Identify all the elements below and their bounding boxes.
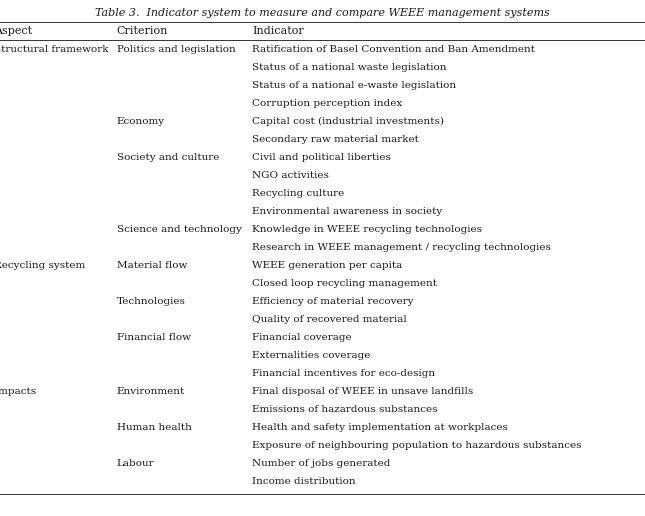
Text: Health and safety implementation at workplaces: Health and safety implementation at work… xyxy=(252,424,508,432)
Text: Criterion: Criterion xyxy=(117,26,168,36)
Text: Environmental awareness in society: Environmental awareness in society xyxy=(252,207,442,216)
Text: Externalities coverage: Externalities coverage xyxy=(252,351,371,360)
Text: Number of jobs generated: Number of jobs generated xyxy=(252,459,391,469)
Text: Indicator: Indicator xyxy=(252,26,304,36)
Text: Structural framework: Structural framework xyxy=(0,45,108,54)
Text: Technologies: Technologies xyxy=(117,297,186,307)
Text: Status of a national e-waste legislation: Status of a national e-waste legislation xyxy=(252,82,457,90)
Text: Impacts: Impacts xyxy=(0,388,36,396)
Text: Human health: Human health xyxy=(117,424,192,432)
Text: Material flow: Material flow xyxy=(117,262,187,270)
Text: Ratification of Basel Convention and Ban Amendment: Ratification of Basel Convention and Ban… xyxy=(252,45,535,54)
Text: Financial flow: Financial flow xyxy=(117,333,191,343)
Text: Aspect: Aspect xyxy=(0,26,32,36)
Text: Status of a national waste legislation: Status of a national waste legislation xyxy=(252,63,447,72)
Text: Research in WEEE management / recycling technologies: Research in WEEE management / recycling … xyxy=(252,244,551,252)
Text: Science and technology: Science and technology xyxy=(117,225,242,234)
Text: Corruption perception index: Corruption perception index xyxy=(252,100,402,108)
Text: Knowledge in WEEE recycling technologies: Knowledge in WEEE recycling technologies xyxy=(252,225,482,234)
Text: Exposure of neighbouring population to hazardous substances: Exposure of neighbouring population to h… xyxy=(252,441,582,450)
Text: Recycling culture: Recycling culture xyxy=(252,189,344,198)
Text: NGO activities: NGO activities xyxy=(252,171,329,181)
Text: Capital cost (industrial investments): Capital cost (industrial investments) xyxy=(252,117,444,126)
Text: Secondary raw material market: Secondary raw material market xyxy=(252,135,419,144)
Text: Financial coverage: Financial coverage xyxy=(252,333,352,343)
Text: Environment: Environment xyxy=(117,388,185,396)
Text: Recycling system: Recycling system xyxy=(0,262,85,270)
Text: WEEE generation per capita: WEEE generation per capita xyxy=(252,262,402,270)
Text: Closed loop recycling management: Closed loop recycling management xyxy=(252,279,437,288)
Text: Labour: Labour xyxy=(117,459,155,469)
Text: Society and culture: Society and culture xyxy=(117,153,219,163)
Text: Politics and legislation: Politics and legislation xyxy=(117,45,235,54)
Text: Efficiency of material recovery: Efficiency of material recovery xyxy=(252,297,414,307)
Text: Final disposal of WEEE in unsave landfills: Final disposal of WEEE in unsave landfil… xyxy=(252,388,473,396)
Text: Financial incentives for eco-design: Financial incentives for eco-design xyxy=(252,369,435,378)
Text: Emissions of hazardous substances: Emissions of hazardous substances xyxy=(252,406,438,414)
Text: Civil and political liberties: Civil and political liberties xyxy=(252,153,392,163)
Text: Economy: Economy xyxy=(117,118,165,126)
Text: Table 3.  Indicator system to measure and compare WEEE management systems: Table 3. Indicator system to measure and… xyxy=(95,8,550,18)
Text: Income distribution: Income distribution xyxy=(252,477,356,487)
Text: Quality of recovered material: Quality of recovered material xyxy=(252,315,407,325)
